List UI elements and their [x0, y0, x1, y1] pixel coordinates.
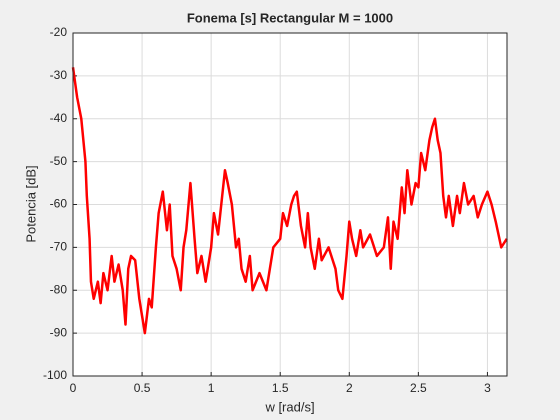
y-tick-label: -90 — [50, 325, 68, 339]
x-tick-label: 1.5 — [272, 381, 289, 395]
y-tick-label: -50 — [50, 154, 68, 168]
chart-title: Fonema [s] Rectangular M = 1000 — [187, 10, 393, 25]
x-tick-label: 1 — [208, 381, 215, 395]
y-tick-label: -40 — [50, 111, 68, 125]
y-axis-label: Potencia [dB] — [23, 165, 38, 242]
x-axis-label: w [rad/s] — [264, 399, 314, 414]
y-tick-label: -70 — [50, 240, 68, 254]
x-tick-label: 3 — [484, 381, 491, 395]
y-tick-label: -20 — [50, 25, 68, 39]
x-tick-label: 2 — [346, 381, 353, 395]
y-tick-label: -60 — [50, 197, 68, 211]
axes-box — [72, 32, 508, 377]
y-tick-label: -30 — [50, 68, 68, 82]
line — [71, 67, 508, 335]
y-tick-label: -80 — [50, 282, 68, 296]
x-tick-label: 0.5 — [134, 381, 151, 395]
y-tick-label: -100 — [43, 368, 67, 382]
x-tick-label: 0 — [70, 381, 77, 395]
x-tick-label: 2.5 — [410, 381, 427, 395]
